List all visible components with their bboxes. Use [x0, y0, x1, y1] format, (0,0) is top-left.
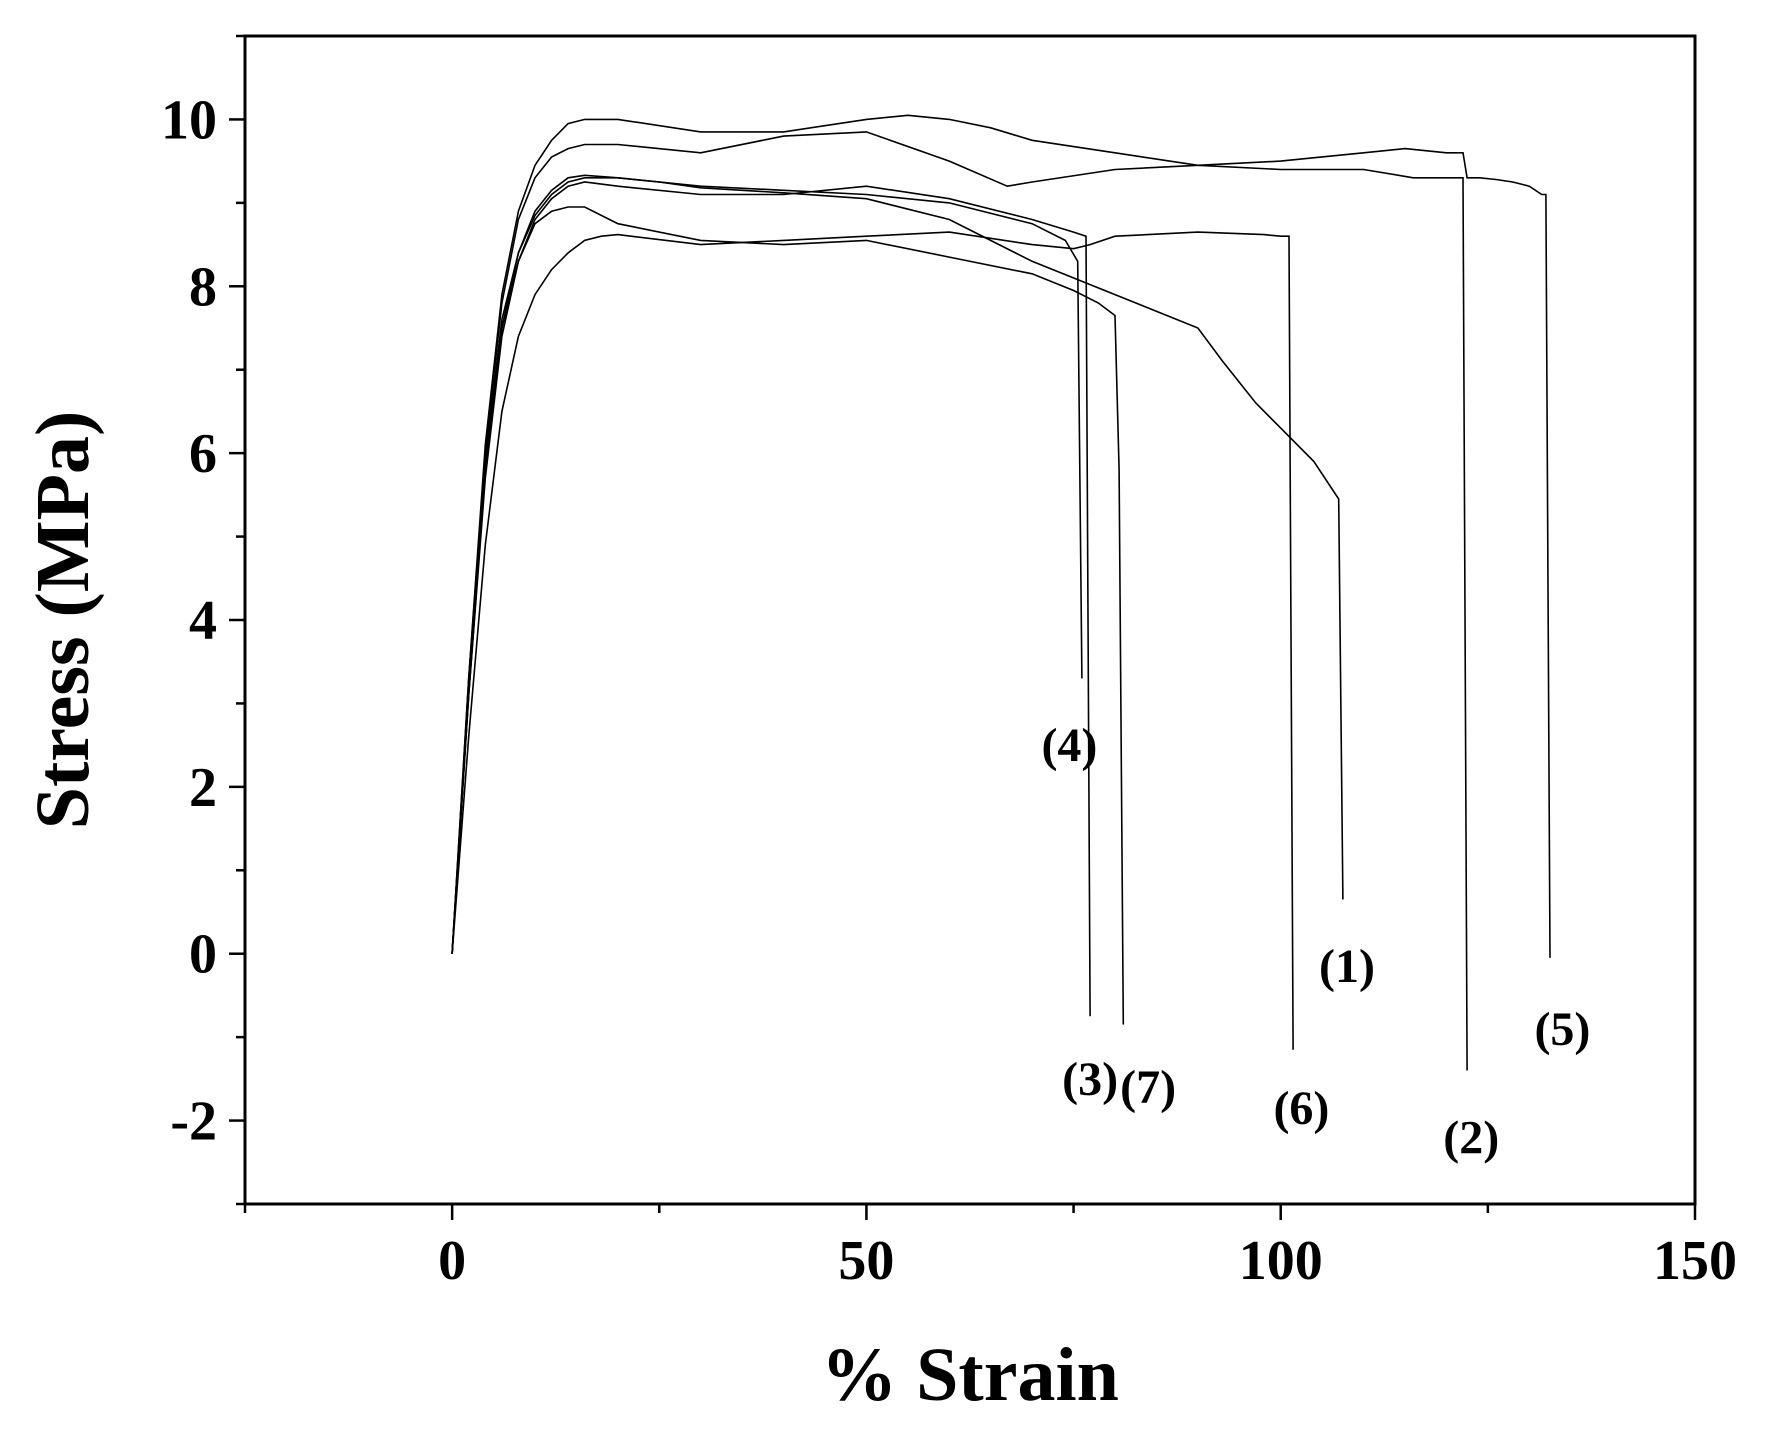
x-axis: 0 50 100 150 [243, 1204, 1737, 1292]
y-tick-label: 10 [161, 89, 217, 151]
y-axis: -2 0 2 4 6 8 10 [161, 34, 245, 1206]
series-line-5 [451, 131, 1459, 954]
curve-label-4: (4) [1041, 719, 1097, 772]
series-line-7 [451, 231, 1294, 1050]
x-tick-label: 50 [838, 1230, 894, 1292]
series-line-4 [451, 177, 1083, 954]
series-line-3 [451, 181, 1091, 1017]
plot-frame [243, 34, 1697, 1206]
y-tick-label: 8 [189, 256, 217, 318]
curve-label-3: (3) [1062, 1053, 1118, 1106]
annotations-layer: (1) (2) (3) (4) (5) (6) (7) [1041, 719, 1590, 1164]
y-tick-label: 2 [189, 757, 217, 819]
x-axis-title: % Strain [821, 1333, 1119, 1417]
y-axis-title: Stress (MPa) [21, 411, 105, 830]
series-line-2 [451, 114, 1468, 1071]
series-line-8 [451, 206, 1125, 1025]
x-tick-label: 0 [438, 1230, 466, 1292]
curve-label-2: (2) [1443, 1111, 1499, 1164]
x-tick-label: 100 [1239, 1230, 1323, 1292]
y-tick-label: -2 [170, 1091, 217, 1153]
curves-layer [451, 114, 1551, 1071]
x-tick-label: 150 [1653, 1230, 1737, 1292]
curve-label-5: (5) [1534, 1003, 1590, 1056]
curve-label-7: (7) [1120, 1061, 1176, 1114]
series-line-6 [1458, 152, 1551, 958]
curve-label-6: (6) [1273, 1082, 1329, 1135]
y-tick-label: 6 [189, 423, 217, 485]
series-line-1 [451, 174, 1344, 954]
curve-label-1: (1) [1319, 940, 1375, 993]
y-tick-label: 4 [189, 590, 217, 652]
y-tick-label: 0 [189, 924, 217, 986]
